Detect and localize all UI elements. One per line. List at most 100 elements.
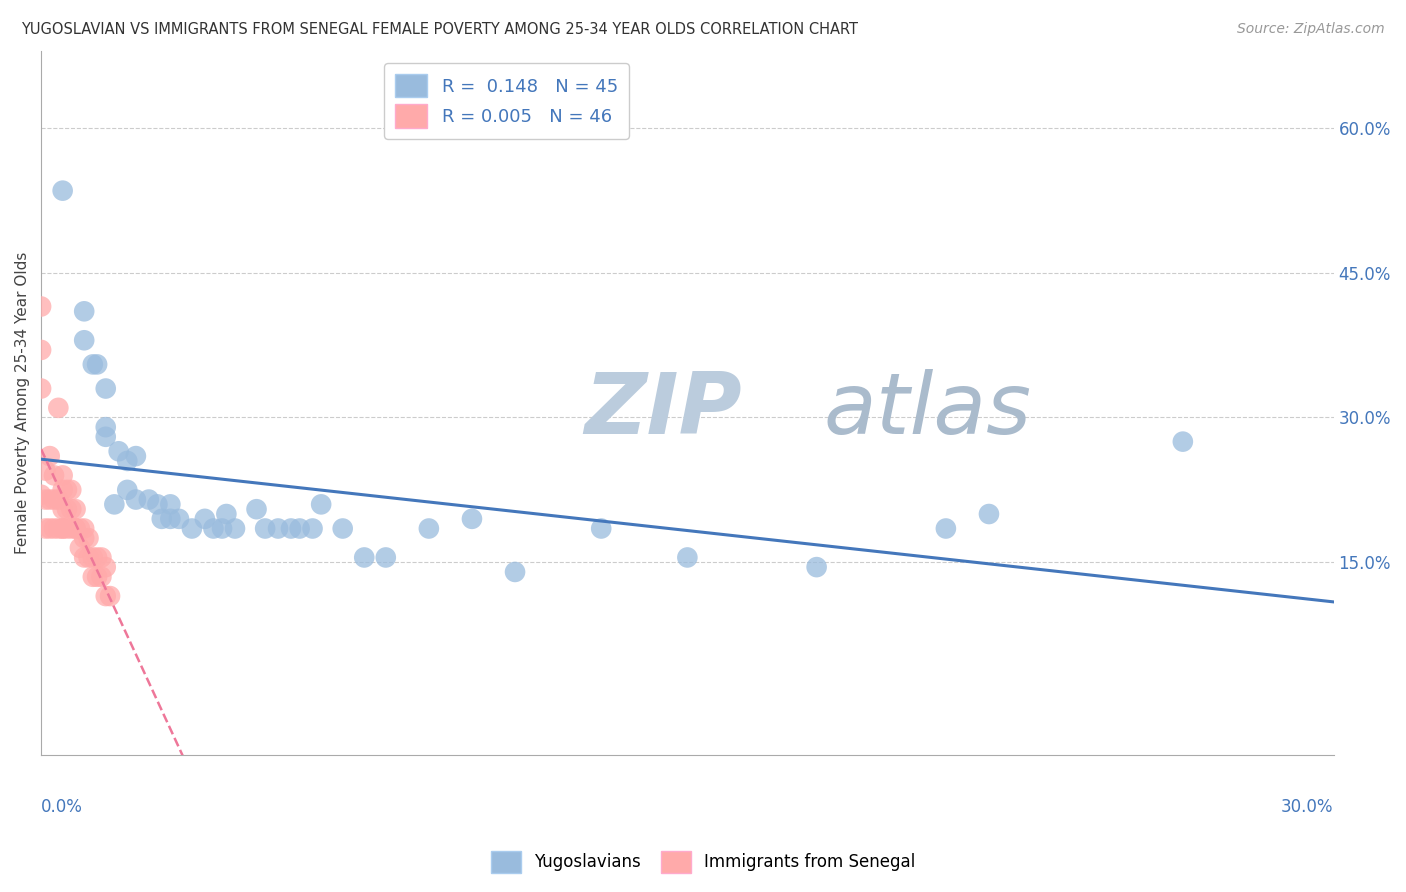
Point — [332, 521, 354, 535]
Point — [65, 502, 87, 516]
Point — [42, 492, 65, 507]
Point — [90, 550, 112, 565]
Point — [52, 521, 75, 535]
Point — [69, 541, 91, 555]
Point — [461, 512, 484, 526]
Point — [77, 550, 100, 565]
Point — [65, 521, 87, 535]
Point — [82, 570, 104, 584]
Point — [107, 444, 129, 458]
Point — [117, 483, 139, 497]
Point — [591, 521, 613, 535]
Point — [52, 521, 75, 535]
Point — [86, 550, 108, 565]
Point — [288, 521, 311, 535]
Point — [353, 550, 375, 565]
Text: Source: ZipAtlas.com: Source: ZipAtlas.com — [1237, 22, 1385, 37]
Text: 30.0%: 30.0% — [1281, 797, 1334, 815]
Point — [125, 449, 148, 463]
Point — [46, 521, 69, 535]
Point — [34, 492, 56, 507]
Point — [167, 512, 190, 526]
Point — [38, 492, 60, 507]
Point — [30, 488, 52, 502]
Point — [73, 521, 96, 535]
Point — [94, 420, 117, 434]
Point — [94, 560, 117, 574]
Text: ZIP: ZIP — [583, 368, 741, 451]
Point — [82, 358, 104, 372]
Point — [977, 507, 1000, 521]
Point — [65, 521, 87, 535]
Point — [374, 550, 396, 565]
Point — [215, 507, 238, 521]
Legend: R =  0.148   N = 45, R = 0.005   N = 46: R = 0.148 N = 45, R = 0.005 N = 46 — [384, 63, 628, 138]
Point — [38, 521, 60, 535]
Point — [94, 382, 117, 396]
Point — [60, 483, 83, 497]
Point — [30, 300, 52, 314]
Point — [52, 184, 75, 198]
Point — [52, 468, 75, 483]
Point — [125, 492, 148, 507]
Point — [280, 521, 302, 535]
Legend: Yugoslavians, Immigrants from Senegal: Yugoslavians, Immigrants from Senegal — [484, 845, 922, 880]
Point — [194, 512, 217, 526]
Point — [52, 483, 75, 497]
Point — [60, 521, 83, 535]
Point — [301, 521, 323, 535]
Point — [503, 565, 526, 579]
Point — [56, 502, 79, 516]
Y-axis label: Female Poverty Among 25-34 Year Olds: Female Poverty Among 25-34 Year Olds — [15, 252, 30, 554]
Point — [73, 531, 96, 545]
Point — [146, 497, 169, 511]
Point — [159, 497, 181, 511]
Point — [180, 521, 202, 535]
Point — [69, 521, 91, 535]
Point — [159, 512, 181, 526]
Point — [117, 454, 139, 468]
Text: YUGOSLAVIAN VS IMMIGRANTS FROM SENEGAL FEMALE POVERTY AMONG 25-34 YEAR OLDS CORR: YUGOSLAVIAN VS IMMIGRANTS FROM SENEGAL F… — [21, 22, 858, 37]
Point — [211, 521, 233, 535]
Point — [38, 449, 60, 463]
Point — [254, 521, 277, 535]
Text: atlas: atlas — [823, 368, 1031, 451]
Point — [150, 512, 173, 526]
Point — [46, 492, 69, 507]
Point — [30, 382, 52, 396]
Point — [309, 497, 332, 511]
Point — [77, 531, 100, 545]
Point — [86, 358, 108, 372]
Point — [202, 521, 225, 535]
Point — [73, 550, 96, 565]
Point — [52, 502, 75, 516]
Point — [806, 560, 828, 574]
Point — [98, 589, 121, 603]
Point — [60, 502, 83, 516]
Point — [245, 502, 267, 516]
Point — [676, 550, 699, 565]
Point — [42, 521, 65, 535]
Point — [267, 521, 290, 535]
Point — [935, 521, 957, 535]
Point — [224, 521, 246, 535]
Point — [56, 521, 79, 535]
Point — [30, 343, 52, 357]
Point — [34, 464, 56, 478]
Point — [138, 492, 160, 507]
Text: 0.0%: 0.0% — [41, 797, 83, 815]
Point — [82, 550, 104, 565]
Point — [94, 430, 117, 444]
Point — [1171, 434, 1194, 449]
Point — [42, 468, 65, 483]
Point — [73, 304, 96, 318]
Point — [73, 333, 96, 347]
Point — [34, 521, 56, 535]
Point — [86, 570, 108, 584]
Point — [94, 589, 117, 603]
Point — [103, 497, 125, 511]
Point — [418, 521, 440, 535]
Point — [90, 570, 112, 584]
Point — [46, 401, 69, 415]
Point — [56, 483, 79, 497]
